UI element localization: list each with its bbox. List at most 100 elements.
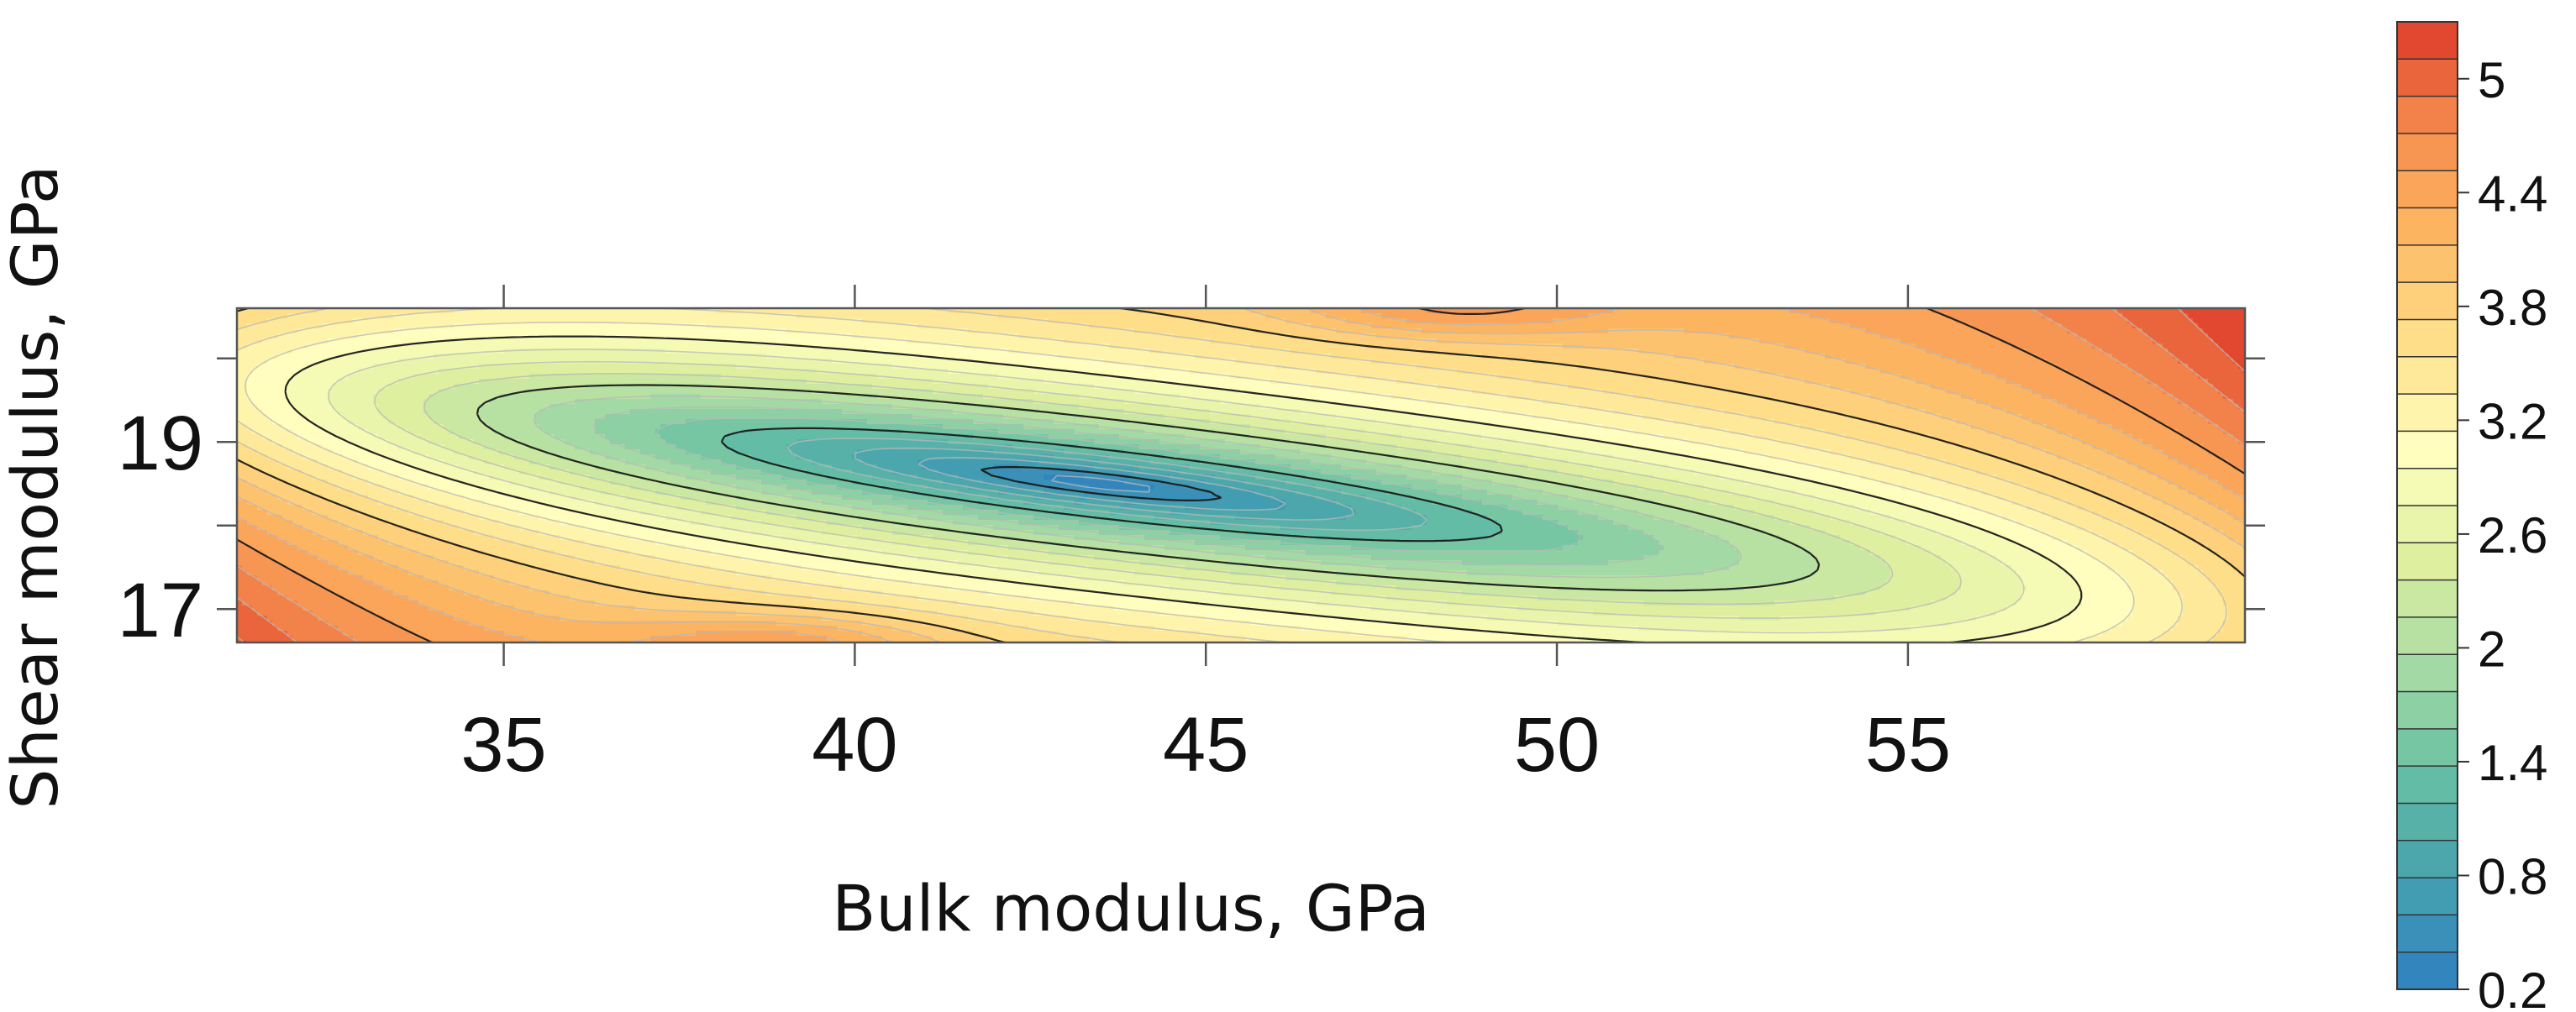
contour-cell — [323, 369, 329, 375]
contour-cell — [791, 338, 797, 344]
contour-cell — [2077, 359, 2083, 364]
contour-cell — [423, 313, 429, 319]
contour-cell — [665, 328, 671, 334]
contour-cell — [2067, 349, 2073, 354]
contour-cell — [2052, 328, 2058, 334]
contour-cell — [857, 369, 863, 375]
contour-cell — [1593, 354, 1599, 359]
contour-cell — [1381, 318, 1387, 324]
contour-cell — [1134, 318, 1140, 324]
contour-cell — [1931, 333, 1937, 339]
contour-cell — [1250, 338, 1256, 344]
contour-cell — [318, 313, 323, 319]
contour-cell — [1769, 354, 1775, 359]
contour-cell — [1875, 349, 1881, 354]
contour-cell — [691, 318, 697, 324]
contour-cell — [1835, 364, 1841, 370]
contour-cell — [1401, 359, 1407, 364]
contour-cell — [252, 354, 258, 359]
contour-cell — [2067, 343, 2073, 349]
contour-cell — [1306, 313, 1312, 319]
contour-cell — [1633, 313, 1639, 319]
contour-cell — [1603, 364, 1609, 370]
contour-cell — [993, 369, 999, 375]
contour-cell — [877, 313, 883, 319]
contour-cell — [1785, 318, 1790, 324]
contour-cell — [1734, 338, 1740, 344]
contour-cell — [1472, 333, 1478, 339]
contour-cell — [580, 328, 586, 334]
contour-cell — [1971, 333, 1977, 339]
contour-cell — [948, 349, 954, 354]
contour-cell — [1588, 318, 1594, 324]
contour-cell — [807, 333, 812, 339]
contour-cell — [1190, 328, 1196, 334]
contour-cell — [1285, 328, 1291, 334]
contour-cell — [2087, 333, 2093, 339]
contour-cell — [408, 333, 414, 339]
contour-cell — [1790, 364, 1795, 370]
contour-cell — [1477, 364, 1483, 370]
contour-cell — [529, 364, 535, 370]
contour-cell — [1608, 333, 1614, 339]
contour-cell — [1936, 338, 1942, 344]
contour-cell — [615, 328, 621, 334]
contour-cell — [494, 354, 500, 359]
contour-cell — [1427, 343, 1433, 349]
contour-cell — [1921, 354, 1927, 359]
contour-cell — [640, 364, 646, 370]
contour-cell — [1704, 323, 1710, 329]
contour-cell — [1437, 328, 1443, 334]
contour-cell — [2077, 323, 2083, 329]
contour-cell — [1719, 354, 1725, 359]
contour-cell — [1543, 349, 1548, 354]
contour-cell — [837, 354, 843, 359]
contour-cell — [1916, 359, 1921, 364]
contour-cell — [1235, 313, 1241, 319]
contour-cell — [1749, 364, 1755, 370]
contour-cell — [1190, 323, 1196, 329]
contour-cell — [549, 343, 555, 349]
contour-cell — [1653, 343, 1659, 349]
contour-cell — [2112, 338, 2118, 344]
contour-cell — [1371, 328, 1377, 334]
contour-cell — [2173, 343, 2179, 349]
contour-cell — [2132, 359, 2138, 364]
contour-cell — [1840, 354, 1846, 359]
contour-cell — [1855, 318, 1861, 324]
contour-cell — [1170, 354, 1175, 359]
contour-cell — [2077, 364, 2083, 370]
contour-cell — [2173, 328, 2179, 334]
contour-cell — [902, 349, 908, 354]
contour-cell — [882, 343, 888, 349]
contour-cell — [842, 364, 848, 370]
contour-cell — [832, 323, 838, 329]
contour-cell — [267, 323, 273, 329]
contour-cell — [842, 328, 848, 334]
contour-cell — [1855, 338, 1861, 344]
contour-cell — [328, 349, 334, 354]
contour-cell — [277, 343, 283, 349]
contour-cell — [1699, 318, 1705, 324]
contour-cell — [1900, 343, 1906, 349]
contour-cell — [1699, 364, 1705, 370]
contour-cell — [1049, 354, 1054, 359]
contour-cell — [560, 313, 565, 319]
contour-cell — [1780, 333, 1785, 339]
contour-cell — [958, 369, 964, 375]
contour-cell — [776, 333, 782, 339]
contour-cell — [2178, 318, 2184, 324]
contour-cell — [2032, 323, 2037, 329]
contour-cell — [968, 313, 974, 319]
contour-cell — [907, 323, 913, 329]
contour-cell — [1452, 338, 1458, 344]
contour-cell — [1744, 349, 1750, 354]
contour-cell — [766, 349, 772, 354]
contour-cell — [928, 323, 933, 329]
contour-cell — [1996, 328, 2002, 334]
contour-cell — [1124, 354, 1130, 359]
contour-cell — [2142, 343, 2148, 349]
contour-cell — [469, 328, 475, 334]
contour-cell — [1951, 364, 1957, 370]
contour-cell — [2107, 313, 2113, 319]
